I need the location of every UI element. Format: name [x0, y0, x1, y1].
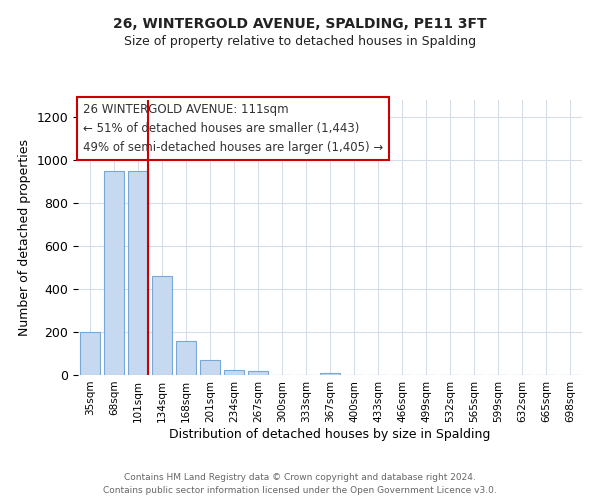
- Bar: [248, 371, 268, 375]
- X-axis label: Distribution of detached houses by size in Spalding: Distribution of detached houses by size …: [169, 428, 491, 440]
- Bar: [80, 332, 100, 375]
- Text: 26 WINTERGOLD AVENUE: 111sqm
← 51% of detached houses are smaller (1,443)
49% of: 26 WINTERGOLD AVENUE: 111sqm ← 51% of de…: [83, 103, 383, 154]
- Bar: [128, 171, 148, 375]
- Bar: [152, 276, 172, 375]
- Bar: [200, 360, 220, 375]
- Text: Size of property relative to detached houses in Spalding: Size of property relative to detached ho…: [124, 35, 476, 48]
- Y-axis label: Number of detached properties: Number of detached properties: [18, 139, 31, 336]
- Text: 26, WINTERGOLD AVENUE, SPALDING, PE11 3FT: 26, WINTERGOLD AVENUE, SPALDING, PE11 3F…: [113, 18, 487, 32]
- Bar: [104, 171, 124, 375]
- Bar: [224, 370, 244, 375]
- Bar: [320, 373, 340, 375]
- Text: Contains HM Land Registry data © Crown copyright and database right 2024.
Contai: Contains HM Land Registry data © Crown c…: [103, 474, 497, 495]
- Bar: [176, 340, 196, 375]
